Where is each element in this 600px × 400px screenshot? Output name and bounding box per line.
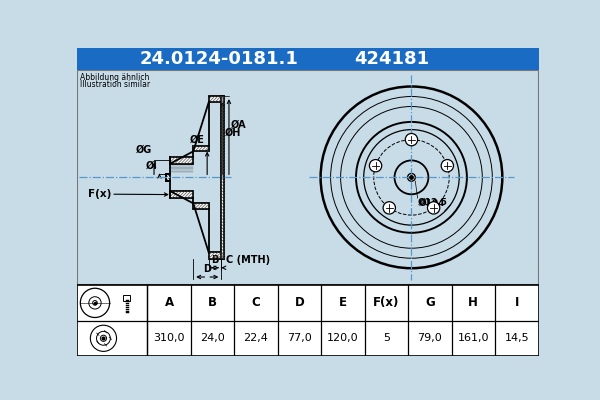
Circle shape — [405, 134, 418, 146]
Text: A: A — [164, 296, 173, 309]
Text: F(x): F(x) — [88, 189, 112, 199]
Text: 161,0: 161,0 — [458, 333, 489, 343]
Text: E: E — [339, 296, 347, 309]
Bar — [209, 252, 224, 258]
Text: 424181: 424181 — [355, 50, 430, 68]
Text: 77,0: 77,0 — [287, 333, 312, 343]
Circle shape — [383, 202, 395, 214]
Text: Illustration similar: Illustration similar — [80, 80, 150, 88]
Bar — [193, 146, 209, 151]
Bar — [193, 203, 209, 209]
Text: 22,4: 22,4 — [244, 333, 268, 343]
Circle shape — [427, 202, 440, 214]
Text: ØH: ØH — [224, 128, 241, 138]
Circle shape — [370, 160, 382, 172]
Text: D: D — [203, 264, 211, 274]
Text: ØA: ØA — [230, 120, 246, 130]
Circle shape — [441, 160, 454, 172]
Circle shape — [100, 335, 107, 341]
Text: 24,0: 24,0 — [200, 333, 225, 343]
Bar — [77, 48, 539, 70]
Bar — [170, 157, 193, 164]
Bar — [221, 96, 224, 258]
Text: C (MTH): C (MTH) — [226, 255, 270, 265]
Circle shape — [92, 300, 97, 305]
Text: H: H — [469, 296, 478, 309]
Text: ØE: ØE — [190, 134, 205, 144]
Text: Abbildung ähnlich: Abbildung ähnlich — [80, 74, 149, 82]
Text: 5: 5 — [383, 333, 390, 343]
Text: F(x): F(x) — [373, 296, 400, 309]
Bar — [170, 191, 193, 198]
Text: B: B — [208, 296, 217, 309]
Bar — [77, 70, 538, 284]
Text: D: D — [295, 296, 304, 309]
Bar — [209, 96, 224, 102]
Bar — [77, 285, 539, 356]
Bar — [123, 295, 130, 300]
Bar — [166, 174, 170, 181]
Text: B: B — [211, 255, 218, 265]
Text: Ø104: Ø104 — [419, 199, 446, 208]
Text: 24.0124-0181.1: 24.0124-0181.1 — [140, 50, 298, 68]
Text: G: G — [425, 296, 435, 309]
Text: ØI: ØI — [145, 161, 157, 171]
Text: 310,0: 310,0 — [154, 333, 185, 343]
Text: Ø12,5: Ø12,5 — [418, 198, 448, 207]
Text: I: I — [515, 296, 519, 309]
Text: 79,0: 79,0 — [418, 333, 442, 343]
Text: C: C — [251, 296, 260, 309]
Text: ØG: ØG — [136, 145, 152, 155]
Text: 120,0: 120,0 — [327, 333, 359, 343]
Text: 14,5: 14,5 — [505, 333, 529, 343]
Circle shape — [407, 174, 415, 181]
